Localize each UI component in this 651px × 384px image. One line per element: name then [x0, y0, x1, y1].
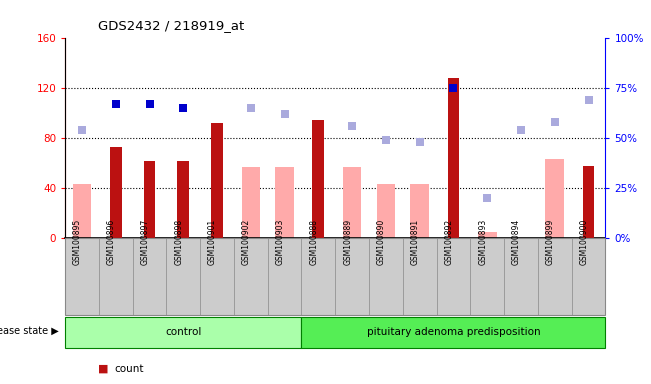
Text: count: count: [114, 364, 143, 374]
Bar: [144, 161, 156, 238]
Bar: [301, 316, 605, 348]
Text: control: control: [165, 327, 202, 337]
Text: GDS2432 / 218919_at: GDS2432 / 218919_at: [98, 19, 244, 32]
Bar: [65, 316, 301, 348]
Bar: [110, 147, 122, 238]
Bar: [410, 184, 429, 238]
Text: GSM100897: GSM100897: [141, 219, 150, 265]
Bar: [73, 184, 91, 238]
Text: GSM100899: GSM100899: [546, 219, 555, 265]
Text: GSM100901: GSM100901: [208, 219, 217, 265]
Text: GSM100891: GSM100891: [411, 219, 420, 265]
Text: GSM100900: GSM100900: [579, 219, 589, 265]
Bar: [177, 161, 189, 238]
Text: GSM100902: GSM100902: [242, 219, 251, 265]
Text: GSM100888: GSM100888: [309, 219, 318, 265]
Text: ■: ■: [98, 364, 108, 374]
Bar: [447, 78, 460, 238]
Bar: [546, 159, 564, 238]
Bar: [343, 167, 361, 238]
Text: GSM100893: GSM100893: [478, 219, 487, 265]
Bar: [312, 119, 324, 238]
Text: disease state ▶: disease state ▶: [0, 325, 59, 336]
Bar: [211, 123, 223, 238]
Text: pituitary adenoma predisposition: pituitary adenoma predisposition: [367, 327, 540, 337]
Text: GSM100889: GSM100889: [343, 219, 352, 265]
Text: GSM100894: GSM100894: [512, 219, 521, 265]
Bar: [377, 184, 395, 238]
Bar: [478, 232, 497, 238]
Text: GSM100898: GSM100898: [174, 219, 184, 265]
Text: GSM100903: GSM100903: [275, 219, 284, 265]
Text: GSM100890: GSM100890: [377, 219, 386, 265]
Text: GSM100896: GSM100896: [107, 219, 116, 265]
Bar: [275, 167, 294, 238]
Bar: [583, 166, 594, 238]
Bar: [242, 167, 260, 238]
Text: GSM100895: GSM100895: [73, 219, 82, 265]
Text: GSM100892: GSM100892: [445, 219, 454, 265]
